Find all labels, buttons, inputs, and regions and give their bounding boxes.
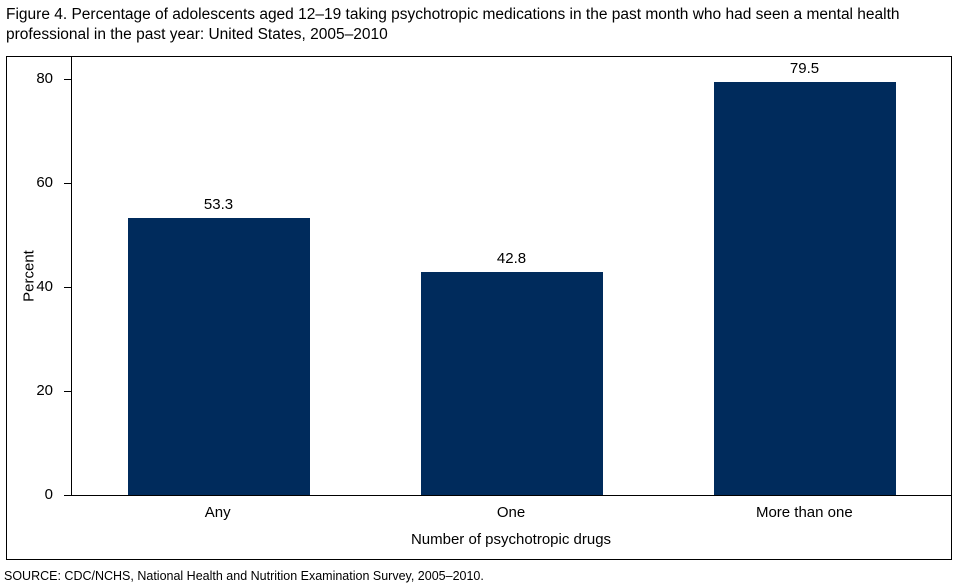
y-tick-mark — [64, 494, 72, 496]
category-label: Any — [204, 504, 231, 521]
category-label: One — [496, 504, 526, 521]
category-row: Any One More than one — [71, 496, 951, 522]
y-tick-mark — [64, 286, 72, 288]
y-tick-label: 80 — [36, 70, 53, 87]
y-tick-label: 0 — [44, 486, 53, 503]
bar-column: 53.3 — [72, 57, 365, 495]
y-tick-label: 60 — [36, 174, 53, 191]
x-axis-label: Number of psychotropic drugs — [410, 531, 612, 548]
bar — [127, 217, 310, 495]
category-label: More than one — [755, 504, 853, 521]
bar-value-label: 42.8 — [496, 250, 527, 268]
chart-frame: Percent 0 20 40 60 80 53.3 42.8 79.5 Any One Mor… — [6, 56, 952, 560]
bar-column: 79.5 — [658, 57, 951, 495]
plot-area: 53.3 42.8 79.5 — [64, 57, 951, 496]
y-tick-mark — [64, 78, 72, 80]
y-axis-ticks: 0 20 40 60 80 — [7, 57, 59, 503]
source-note: SOURCE: CDC/NCHS, National Health and Nu… — [4, 569, 484, 583]
bar-column: 42.8 — [365, 57, 658, 495]
bars-row: 53.3 42.8 79.5 — [72, 57, 951, 495]
y-tick-mark — [64, 182, 72, 184]
figure-title: Figure 4. Percentage of adolescents aged… — [6, 6, 900, 44]
y-tick-mark — [64, 390, 72, 392]
bar-value-label: 79.5 — [789, 59, 820, 77]
bar — [713, 81, 896, 495]
bar — [420, 272, 603, 495]
bar-value-label: 53.3 — [203, 195, 234, 213]
y-tick-label: 20 — [36, 382, 53, 399]
y-tick-label: 40 — [36, 278, 53, 295]
